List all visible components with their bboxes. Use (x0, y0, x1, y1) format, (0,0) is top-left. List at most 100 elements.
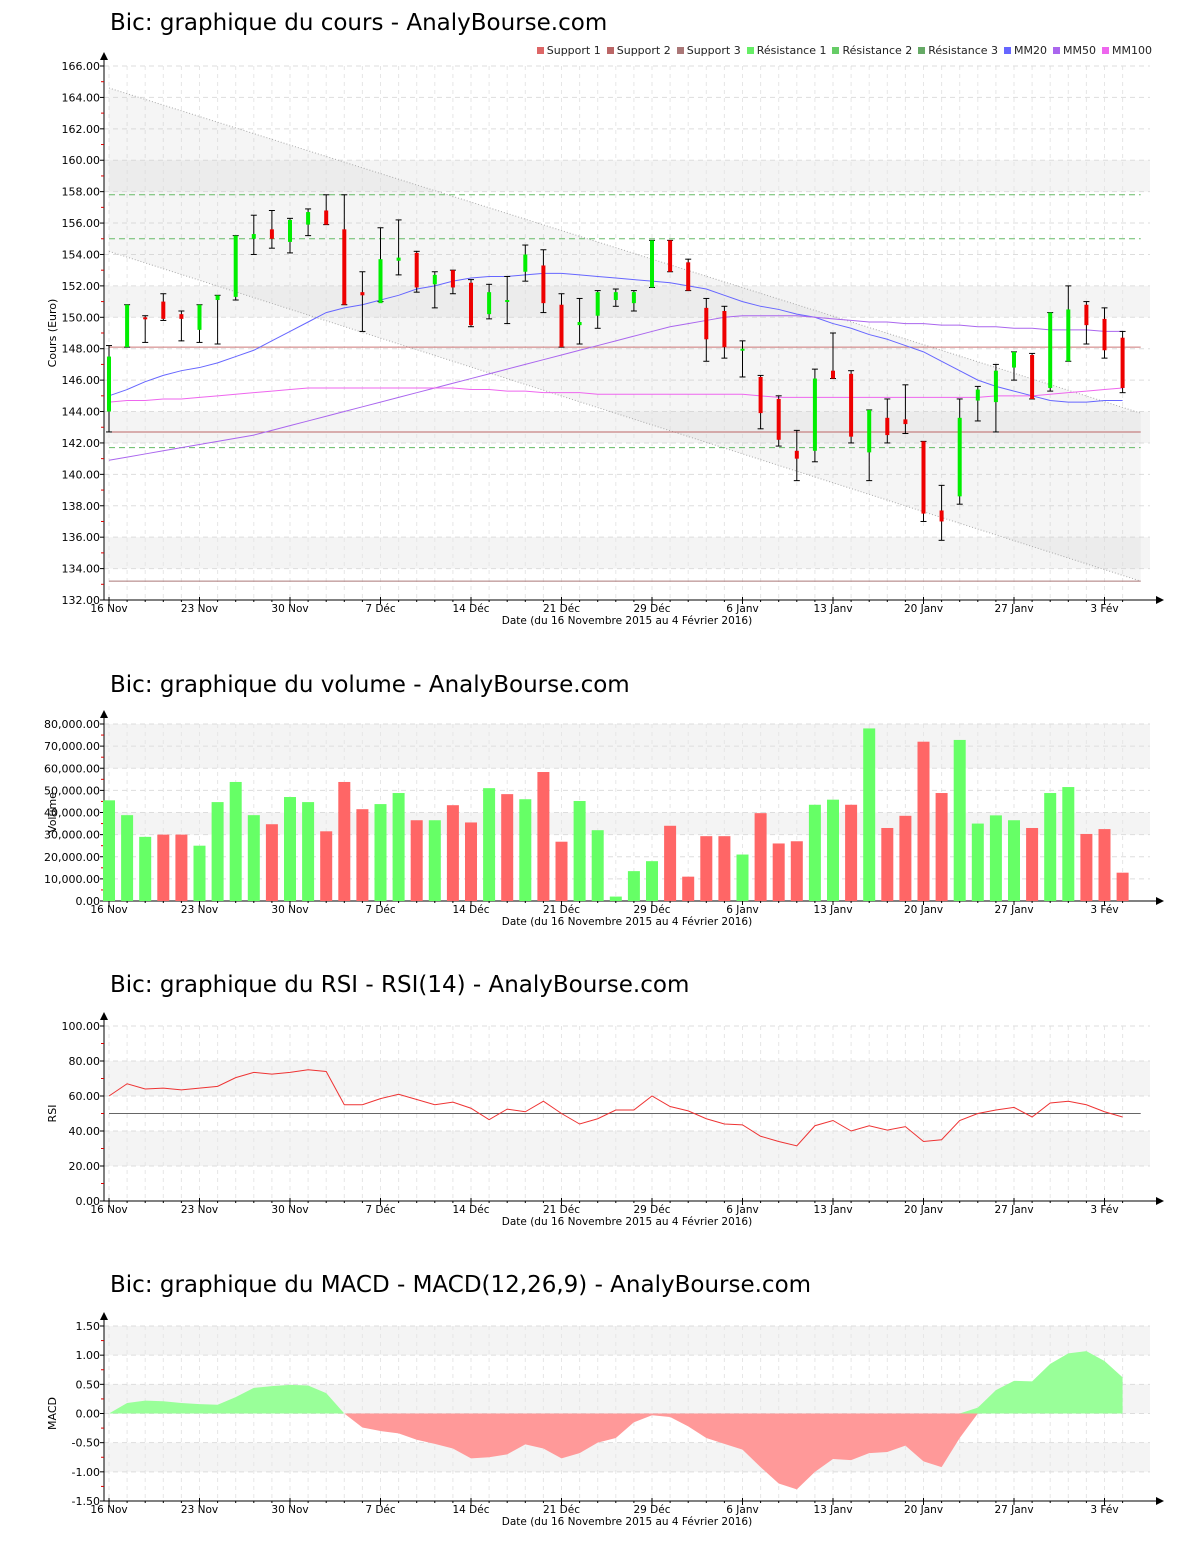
svg-text:6 Janv: 6 Janv (726, 1504, 758, 1516)
svg-text:134.00: 134.00 (62, 563, 101, 576)
svg-text:13 Janv: 13 Janv (813, 1204, 852, 1216)
svg-text:1.50: 1.50 (76, 1320, 101, 1333)
svg-text:7 Déc: 7 Déc (365, 1504, 396, 1516)
legend-item: MM20 (1004, 44, 1047, 57)
svg-text:-0.50: -0.50 (72, 1437, 100, 1450)
rsi-plot: 0.00 20.00 40.00 60.00 80.00 100.00 RSI 16 Nov 2… (46, 1012, 1164, 1228)
svg-text:14 Déc: 14 Déc (452, 603, 489, 615)
svg-text:146.00: 146.00 (62, 374, 101, 387)
volume-chart-title: Bic: graphique du volume - AnalyBourse.c… (110, 672, 630, 698)
svg-text:162.00: 162.00 (62, 123, 101, 136)
svg-text:Date (du 16 Novembre 2015 au 4: Date (du 16 Novembre 2015 au 4 Février 2… (502, 1216, 752, 1228)
svg-text:7 Déc: 7 Déc (365, 904, 396, 916)
legend-swatch-icon (676, 47, 684, 54)
svg-text:0.00: 0.00 (76, 1408, 101, 1421)
svg-text:30,000.00: 30,000.00 (44, 829, 100, 842)
svg-text:3 Fév: 3 Fév (1090, 603, 1118, 615)
svg-text:21 Déc: 21 Déc (543, 603, 580, 615)
legend-item: Support 3 (676, 44, 741, 57)
svg-text:-1.00: -1.00 (72, 1466, 100, 1479)
svg-text:27 Janv: 27 Janv (994, 1204, 1033, 1216)
legend-swatch-icon (918, 47, 926, 54)
legend-label: MM100 (1112, 44, 1152, 57)
svg-text:23 Nov: 23 Nov (181, 1204, 218, 1216)
svg-text:20 Janv: 20 Janv (904, 603, 943, 615)
legend-label: MM50 (1063, 44, 1097, 57)
volume-plot: 0.00 10,000.00 20,000.00 30,000.00 40,000.00… (44, 710, 1164, 928)
svg-text:Date (du 16 Novembre 2015 au 4: Date (du 16 Novembre 2015 au 4 Février 2… (502, 1516, 752, 1528)
svg-text:16 Nov: 16 Nov (90, 1504, 127, 1516)
legend-label: Résistance 2 (842, 44, 913, 57)
svg-text:164.00: 164.00 (62, 91, 101, 104)
svg-text:100.00: 100.00 (62, 1020, 101, 1033)
svg-text:14 Déc: 14 Déc (452, 904, 489, 916)
svg-text:30 Nov: 30 Nov (271, 1504, 308, 1516)
svg-text:MACD: MACD (46, 1397, 59, 1430)
svg-text:16 Nov: 16 Nov (90, 603, 127, 615)
svg-text:30 Nov: 30 Nov (271, 1204, 308, 1216)
legend-item: Résistance 1 (746, 44, 827, 57)
svg-text:23 Nov: 23 Nov (181, 1504, 218, 1516)
svg-text:40.00: 40.00 (69, 1125, 101, 1138)
svg-text:158.00: 158.00 (62, 186, 101, 199)
svg-text:10,000.00: 10,000.00 (44, 873, 100, 886)
svg-text:136.00: 136.00 (62, 531, 101, 544)
macd-chart-title: Bic: graphique du MACD - MACD(12,26,9) -… (110, 1272, 812, 1298)
legend-swatch-icon (1102, 47, 1110, 54)
legend-swatch-icon (746, 47, 754, 54)
svg-text:27 Janv: 27 Janv (994, 904, 1033, 916)
svg-text:166.00: 166.00 (62, 60, 101, 73)
svg-text:23 Nov: 23 Nov (181, 904, 218, 916)
svg-text:30 Nov: 30 Nov (271, 603, 308, 615)
svg-text:20.00: 20.00 (69, 1160, 101, 1173)
macd-plot: -1.50 -1.00 -0.50 0.00 0.50 1.00 1.50 MACD 16 No… (46, 1312, 1164, 1528)
svg-text:16 Nov: 16 Nov (90, 904, 127, 916)
svg-text:0.50: 0.50 (76, 1378, 101, 1391)
legend-label: Résistance 1 (756, 44, 827, 57)
svg-text:154.00: 154.00 (62, 248, 101, 261)
svg-text:30 Nov: 30 Nov (271, 904, 308, 916)
svg-text:21 Déc: 21 Déc (543, 1204, 580, 1216)
svg-text:50,000.00: 50,000.00 (44, 784, 100, 797)
svg-text:80.00: 80.00 (69, 1055, 101, 1068)
svg-text:Cours (Euro): Cours (Euro) (46, 299, 59, 368)
legend-item: Résistance 2 (832, 44, 912, 57)
svg-text:Date (du 16 Novembre 2015 au 4: Date (du 16 Novembre 2015 au 4 Février 2… (502, 916, 752, 928)
svg-text:14 Déc: 14 Déc (452, 1204, 489, 1216)
svg-text:13 Janv: 13 Janv (813, 603, 852, 615)
legend-item: MM100 (1102, 44, 1152, 57)
svg-text:142.00: 142.00 (62, 437, 101, 450)
svg-text:27 Janv: 27 Janv (994, 603, 1033, 615)
legend-swatch-icon (536, 47, 544, 54)
svg-text:1.00: 1.00 (76, 1349, 101, 1362)
legend-label: Résistance 3 (928, 44, 999, 57)
svg-text:21 Déc: 21 Déc (543, 1504, 580, 1516)
svg-text:132.00: 132.00 (62, 594, 101, 607)
svg-text:144.00: 144.00 (62, 406, 101, 419)
svg-text:7 Déc: 7 Déc (365, 603, 396, 615)
svg-text:40,000.00: 40,000.00 (44, 807, 100, 820)
svg-text:7 Déc: 7 Déc (365, 1204, 396, 1216)
legend-swatch-icon (1004, 47, 1012, 54)
svg-text:3 Fév: 3 Fév (1090, 1504, 1118, 1516)
svg-text:138.00: 138.00 (62, 500, 101, 513)
svg-text:20 Janv: 20 Janv (904, 1204, 943, 1216)
legend-label: Support 1 (546, 44, 601, 57)
macd-chart: Bic: graphique du MACD - MACD(12,26,9) -… (0, 1260, 1200, 1550)
svg-text:80,000.00: 80,000.00 (44, 718, 100, 731)
svg-text:-1.50: -1.50 (72, 1495, 100, 1508)
svg-text:6 Janv: 6 Janv (726, 603, 758, 615)
svg-text:0.00: 0.00 (76, 895, 101, 908)
svg-text:152.00: 152.00 (62, 280, 101, 293)
price-chart-title: Bic: graphique du cours - AnalyBourse.co… (110, 10, 608, 36)
legend-item: Support 1 (536, 44, 601, 57)
svg-text:20,000.00: 20,000.00 (44, 851, 100, 864)
legend-item: Résistance 3 (918, 44, 998, 57)
svg-text:13 Janv: 13 Janv (813, 904, 852, 916)
svg-text:20 Janv: 20 Janv (904, 1504, 943, 1516)
legend-label: Support 2 (616, 44, 671, 57)
volume-chart: Bic: graphique du volume - AnalyBourse.c… (0, 660, 1200, 940)
legend-swatch-icon (832, 47, 840, 54)
svg-text:29 Déc: 29 Déc (633, 904, 670, 916)
svg-text:Volume: Volume (46, 792, 59, 833)
